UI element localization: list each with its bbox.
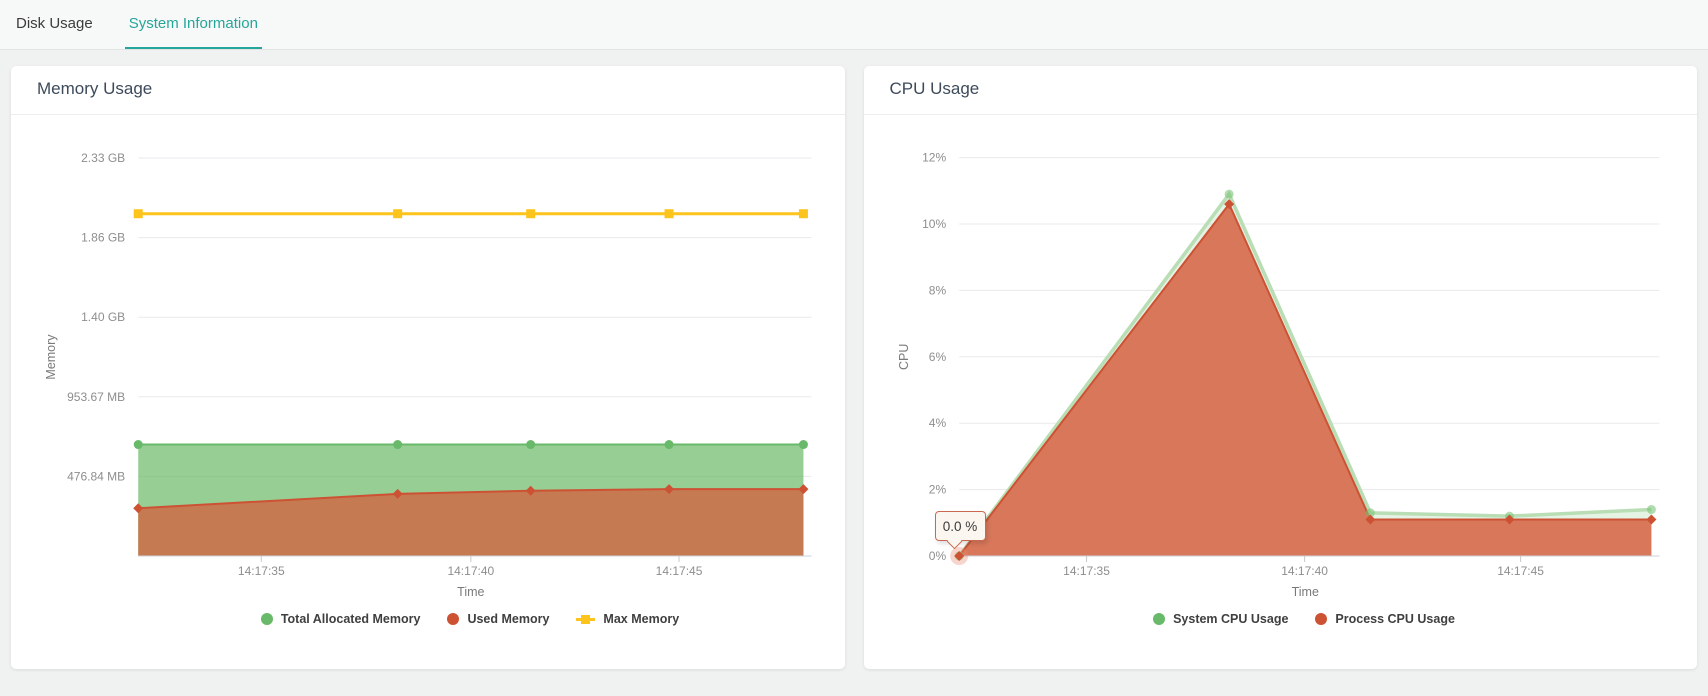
marker-process-cpu-usage: [953, 551, 964, 561]
marker-used-memory: [392, 488, 403, 499]
marker-process-cpu-usage: [1503, 514, 1515, 525]
x-tick-label: 14:17:45: [1497, 564, 1544, 578]
marker-used-memory: [664, 484, 675, 495]
y-tick-label: 0%: [928, 549, 946, 563]
legend-label: System CPU Usage: [1173, 612, 1289, 626]
legend-label: Max Memory: [603, 612, 680, 626]
legend-item-process-cpu-usage[interactable]: Process CPU Usage: [1315, 612, 1455, 626]
y-tick-label: 4%: [928, 416, 946, 430]
x-axis-title: Time: [457, 585, 484, 599]
marker-max-memory: [133, 209, 143, 219]
y-tick-label: 2.33 GB: [81, 151, 125, 165]
x-tick-label: 14:17:35: [1063, 564, 1110, 578]
marker-max-memory: [664, 209, 674, 219]
memory-card-header: Memory Usage: [11, 66, 845, 115]
dashboard-content: Memory Usage 476.84 MB 953.67 MB 1.40 GB 1.…: [0, 50, 1708, 669]
marker-process-cpu-usage: [1645, 514, 1656, 525]
y-tick-label: 476.84 MB: [67, 469, 125, 483]
area-process-cpu-usage: [958, 204, 1651, 556]
marker-process-cpu-usage: [1223, 199, 1234, 210]
marker-used-memory: [133, 503, 144, 514]
cpu-chart-legend: System CPU Usage Process CPU Usage: [959, 612, 1650, 626]
cpu-usage-card: CPU Usage 0% 2% 4% 6% 8% 10% 12% 14:17:35 14:17:…: [863, 66, 1698, 669]
marker-system-cpu-usage: [1224, 189, 1234, 199]
x-tick-label: 14:17:40: [447, 564, 494, 578]
area-used-memory: [138, 489, 804, 556]
legend-label: Used Memory: [467, 612, 550, 626]
y-tick-label: 10%: [922, 217, 946, 231]
marker-used-memory: [525, 485, 536, 496]
marker-max-memory: [798, 209, 808, 219]
memory-chart-area: 476.84 MB 953.67 MB 1.40 GB 1.86 GB 2.33 GB 1…: [11, 115, 845, 669]
marker-process-cpu-usage: [1364, 514, 1375, 525]
memory-card-title: Memory Usage: [37, 79, 153, 98]
legend-dot-swatch: [260, 613, 273, 625]
y-tick-label: 2%: [928, 483, 946, 497]
cpu-card-header: CPU Usage: [863, 66, 1697, 115]
y-axis-title: Memory: [44, 334, 58, 380]
marker-total-allocated-memory: [133, 440, 143, 450]
x-tick-label: 14:17:40: [1281, 564, 1328, 578]
marker-system-cpu-usage: [1365, 508, 1375, 518]
tab-bar: Disk Usage System Information: [0, 0, 1708, 50]
x-axis-title: Time: [1291, 585, 1318, 599]
legend-dot-swatch: [1315, 613, 1328, 625]
legend-dot-swatch: [1153, 613, 1166, 625]
y-axis-title: CPU: [897, 344, 911, 370]
y-tick-label: 8%: [928, 283, 946, 297]
memory-usage-card: Memory Usage 476.84 MB 953.67 MB 1.40 GB 1.…: [11, 66, 845, 669]
cpu-card-title: CPU Usage: [889, 79, 980, 98]
marker-used-memory: [798, 484, 809, 495]
marker-system-cpu-usage: [1646, 505, 1656, 515]
x-tick-label: 14:17:35: [238, 564, 285, 578]
y-tick-label: 6%: [928, 350, 946, 364]
legend-line-swatch: [576, 614, 596, 624]
marker-max-memory: [393, 209, 403, 219]
cpu-usage-chart[interactable]: 0% 2% 4% 6% 8% 10% 12% 14:17:35 14:17:40 14:17:45…: [864, 115, 1698, 669]
legend-item-used-memory[interactable]: Used Memory: [447, 612, 549, 626]
marker-total-allocated-memory: [664, 440, 674, 450]
marker-max-memory: [526, 209, 536, 219]
memory-chart-legend: Total Allocated Memory Used Memory Max Mem…: [138, 612, 802, 626]
cpu-tooltip: 0.0 %: [934, 511, 986, 549]
legend-label: Process CPU Usage: [1335, 612, 1455, 626]
legend-label: Total Allocated Memory: [280, 612, 421, 626]
marker-total-allocated-memory: [393, 440, 403, 450]
legend-dot-swatch: [447, 613, 460, 625]
y-tick-label: 1.86 GB: [81, 231, 125, 245]
legend-item-system-cpu-usage[interactable]: System CPU Usage: [1153, 612, 1288, 626]
cpu-tooltip-value: 0.0 %: [942, 518, 978, 534]
tab-system-information[interactable]: System Information: [124, 0, 262, 49]
memory-usage-chart[interactable]: 476.84 MB 953.67 MB 1.40 GB 1.86 GB 2.33 GB 1…: [11, 115, 845, 669]
x-tick-label: 14:17:45: [656, 564, 703, 578]
marker-total-allocated-memory: [526, 440, 536, 450]
y-tick-label: 1.40 GB: [81, 310, 125, 324]
legend-item-max-memory[interactable]: Max Memory: [576, 612, 679, 626]
y-tick-label: 12%: [922, 151, 946, 165]
legend-item-total-allocated-memory[interactable]: Total Allocated Memory: [260, 612, 421, 626]
y-tick-label: 953.67 MB: [67, 390, 125, 404]
cpu-chart-area: 0% 2% 4% 6% 8% 10% 12% 14:17:35 14:17:40 14:17:45…: [864, 115, 1698, 669]
marker-total-allocated-memory: [798, 440, 808, 450]
tab-disk-usage[interactable]: Disk Usage: [16, 15, 93, 32]
